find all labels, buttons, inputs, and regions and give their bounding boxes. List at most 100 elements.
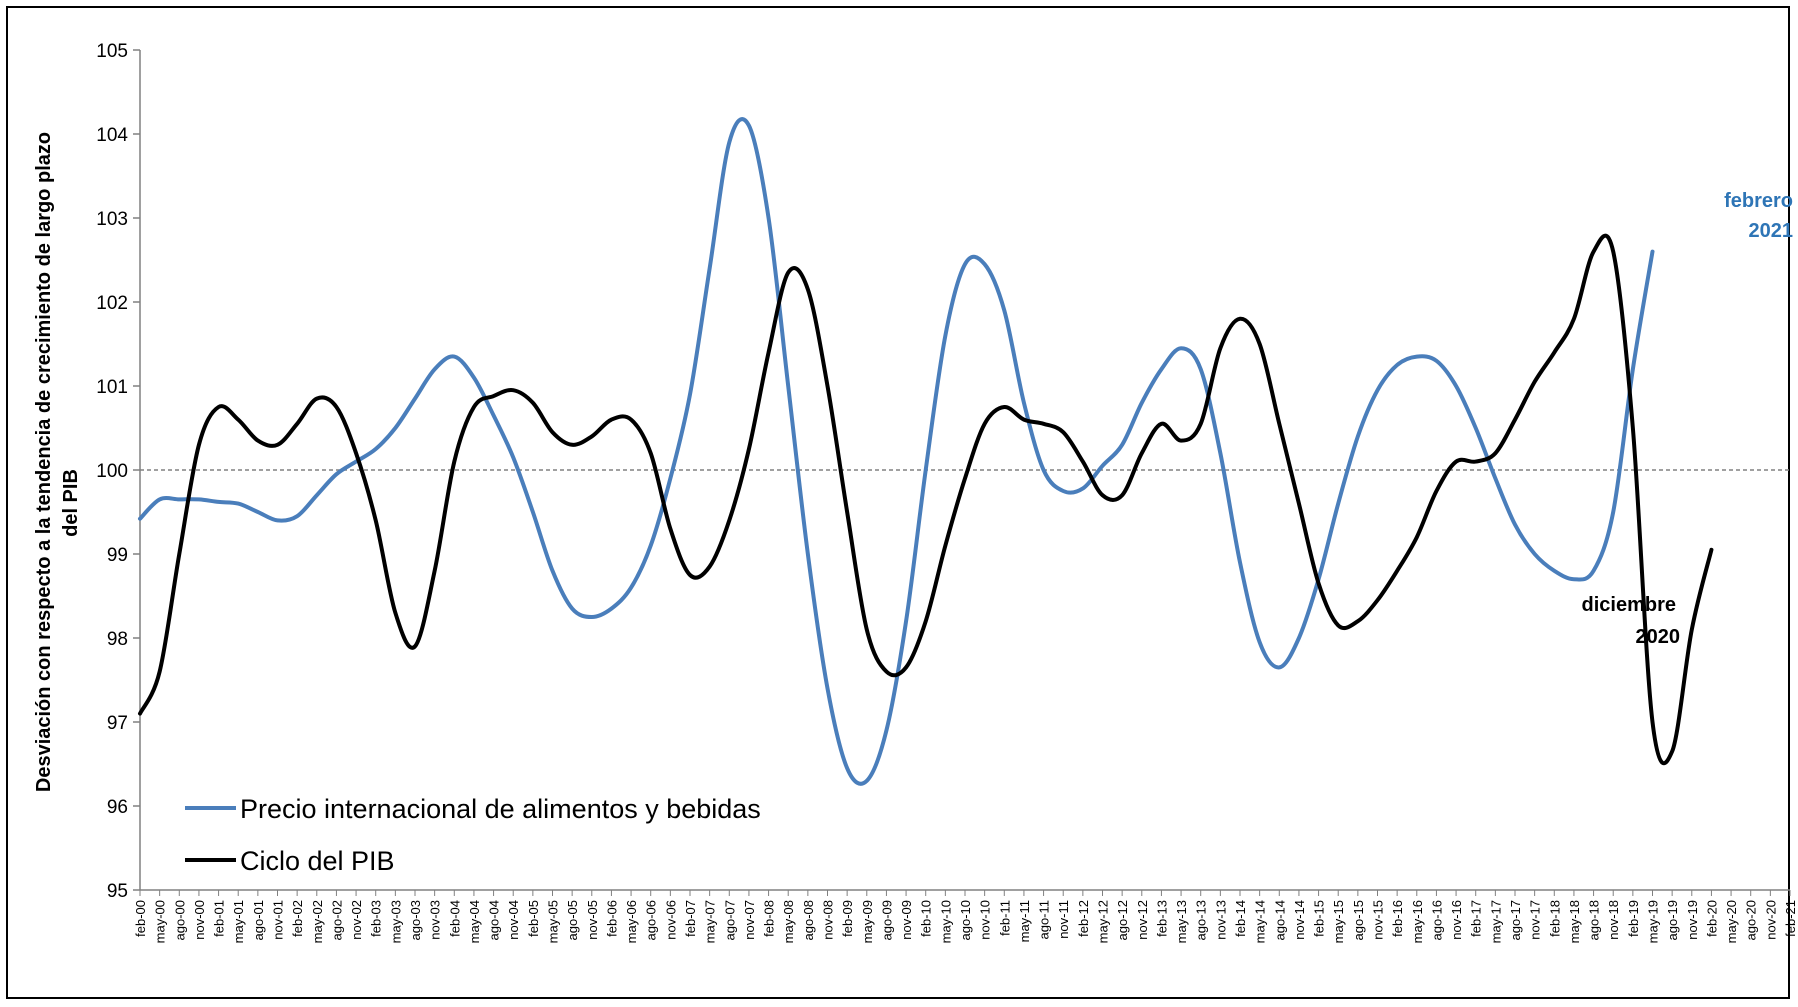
x-tick-label: may-17 bbox=[1488, 900, 1503, 943]
y-axis-label-line2: del PIB bbox=[60, 469, 82, 537]
x-tick-label: feb-14 bbox=[1233, 900, 1248, 937]
x-tick-label: feb-17 bbox=[1469, 900, 1484, 937]
x-tick-label: nov-16 bbox=[1449, 900, 1464, 940]
x-tick-label: nov-11 bbox=[1056, 900, 1071, 939]
x-tick-label: may-07 bbox=[703, 900, 718, 943]
x-tick-label: nov-14 bbox=[1292, 900, 1307, 940]
x-tick-label: nov-15 bbox=[1371, 900, 1386, 940]
x-tick-label: ago-03 bbox=[408, 900, 423, 940]
x-tick-label: may-15 bbox=[1331, 900, 1346, 943]
x-tick-label: nov-06 bbox=[663, 900, 678, 940]
annotation-blue-line2: 2021 bbox=[1749, 220, 1794, 242]
x-tick-label: may-08 bbox=[781, 900, 796, 943]
x-tick-label: may-14 bbox=[1253, 900, 1268, 943]
y-tick-label: 103 bbox=[96, 209, 128, 230]
x-tick-label: may-02 bbox=[310, 900, 325, 943]
series-lines bbox=[140, 119, 1711, 784]
series-line-gdp-cycle bbox=[140, 236, 1711, 764]
x-tick-label: ago-02 bbox=[329, 900, 344, 940]
x-tick-label: ago-00 bbox=[172, 900, 187, 940]
x-tick-label: feb-20 bbox=[1704, 900, 1719, 937]
y-tick-label: 100 bbox=[96, 461, 128, 482]
x-tick-label: ago-15 bbox=[1351, 900, 1366, 940]
x-tick-label: ago-09 bbox=[879, 900, 894, 940]
x-tick-label: ago-01 bbox=[251, 900, 266, 940]
x-tick-label: ago-06 bbox=[644, 900, 659, 940]
y-tick-label: 96 bbox=[107, 797, 128, 818]
y-tick-label: 95 bbox=[107, 881, 128, 902]
x-tick-label: ago-08 bbox=[801, 900, 816, 940]
x-tick-label: feb-04 bbox=[447, 900, 462, 937]
x-tick-label: feb-00 bbox=[133, 900, 148, 937]
x-tick-label: nov-00 bbox=[192, 900, 207, 940]
x-tick-label: nov-04 bbox=[506, 900, 521, 940]
x-tick-label: feb-19 bbox=[1626, 900, 1641, 937]
y-tick-label: 102 bbox=[96, 293, 128, 314]
x-tick-label: ago-07 bbox=[722, 900, 737, 940]
y-tick-label: 98 bbox=[107, 629, 128, 650]
x-tick-label: feb-21 bbox=[1783, 900, 1798, 937]
x-tick-label: feb-07 bbox=[683, 900, 698, 937]
y-tick-label: 97 bbox=[107, 713, 128, 734]
x-tick-label: feb-06 bbox=[604, 900, 619, 937]
x-tick-label: may-00 bbox=[153, 900, 168, 943]
y-axis: 95 96 97 98 99 100 101 102 103 104 105 bbox=[96, 41, 140, 902]
x-tick-label: nov-19 bbox=[1685, 900, 1700, 940]
x-tick-label: may-16 bbox=[1410, 900, 1425, 943]
x-tick-label: ago-20 bbox=[1744, 900, 1759, 940]
y-tick-label: 101 bbox=[96, 377, 128, 398]
x-tick-label: may-06 bbox=[624, 900, 639, 943]
y-tick-label: 105 bbox=[96, 41, 128, 62]
x-tick-label: feb-09 bbox=[840, 900, 855, 937]
x-tick-label: may-20 bbox=[1724, 900, 1739, 943]
x-tick-label: feb-02 bbox=[290, 900, 305, 937]
x-tick-label: nov-13 bbox=[1213, 900, 1228, 940]
x-tick-label: ago-19 bbox=[1665, 900, 1680, 940]
annotation-black-line2: 2020 bbox=[1636, 626, 1681, 648]
x-tick-label: nov-17 bbox=[1528, 900, 1543, 940]
x-tick-label: ago-18 bbox=[1587, 900, 1602, 940]
x-tick-label: nov-01 bbox=[271, 900, 286, 940]
x-tick-label: may-05 bbox=[546, 900, 561, 943]
x-tick-label: nov-03 bbox=[428, 900, 443, 940]
annotation-diciembre-2020: diciembre 2020 bbox=[1582, 594, 1680, 648]
x-tick-label: may-04 bbox=[467, 900, 482, 943]
x-tick-label: may-01 bbox=[231, 900, 246, 943]
x-tick-label: nov-20 bbox=[1763, 900, 1778, 940]
x-tick-label: feb-12 bbox=[1076, 900, 1091, 937]
x-tick-label: ago-04 bbox=[487, 900, 502, 940]
x-tick-label: ago-16 bbox=[1429, 900, 1444, 940]
legend-label-food-prices: Precio internacional de alimentos y bebi… bbox=[240, 794, 761, 824]
x-tick-label: ago-12 bbox=[1115, 900, 1130, 940]
x-tick-label: nov-12 bbox=[1135, 900, 1150, 940]
x-tick-label: nov-09 bbox=[899, 900, 914, 940]
x-tick-label: feb-01 bbox=[212, 900, 227, 937]
annotation-black-line1: diciembre bbox=[1582, 594, 1676, 616]
x-axis: feb-00 may-00 ago-00 nov-00 feb-01 may-01 ago-… bbox=[133, 890, 1798, 943]
x-tick-label: may-19 bbox=[1646, 900, 1661, 943]
annotation-blue-line1: febrero bbox=[1724, 190, 1793, 212]
x-tick-label: ago-13 bbox=[1194, 900, 1209, 940]
x-tick-label: feb-05 bbox=[526, 900, 541, 937]
x-tick-label: may-10 bbox=[938, 900, 953, 943]
x-tick-label: feb-16 bbox=[1390, 900, 1405, 937]
x-tick-label: feb-08 bbox=[762, 900, 777, 937]
series-line-food-prices bbox=[140, 119, 1653, 784]
x-tick-label: may-12 bbox=[1096, 900, 1111, 943]
x-tick-label: feb-03 bbox=[369, 900, 384, 937]
x-tick-label: nov-07 bbox=[742, 900, 757, 940]
x-tick-label: may-03 bbox=[388, 900, 403, 943]
x-tick-label: nov-02 bbox=[349, 900, 364, 940]
x-tick-label: feb-10 bbox=[919, 900, 934, 937]
x-tick-label: may-11 bbox=[1017, 900, 1032, 942]
x-tick-label: ago-14 bbox=[1272, 900, 1287, 940]
x-tick-label: feb-13 bbox=[1154, 900, 1169, 937]
x-tick-label: ago-11 bbox=[1037, 900, 1052, 940]
x-tick-label: nov-08 bbox=[821, 900, 836, 940]
x-tick-label: nov-18 bbox=[1606, 900, 1621, 940]
x-tick-label: may-13 bbox=[1174, 900, 1189, 943]
x-tick-label: nov-05 bbox=[585, 900, 600, 940]
y-axis-label-line1: Desviación con respecto a la tendencia d… bbox=[33, 132, 55, 792]
x-tick-label: ago-10 bbox=[958, 900, 973, 940]
